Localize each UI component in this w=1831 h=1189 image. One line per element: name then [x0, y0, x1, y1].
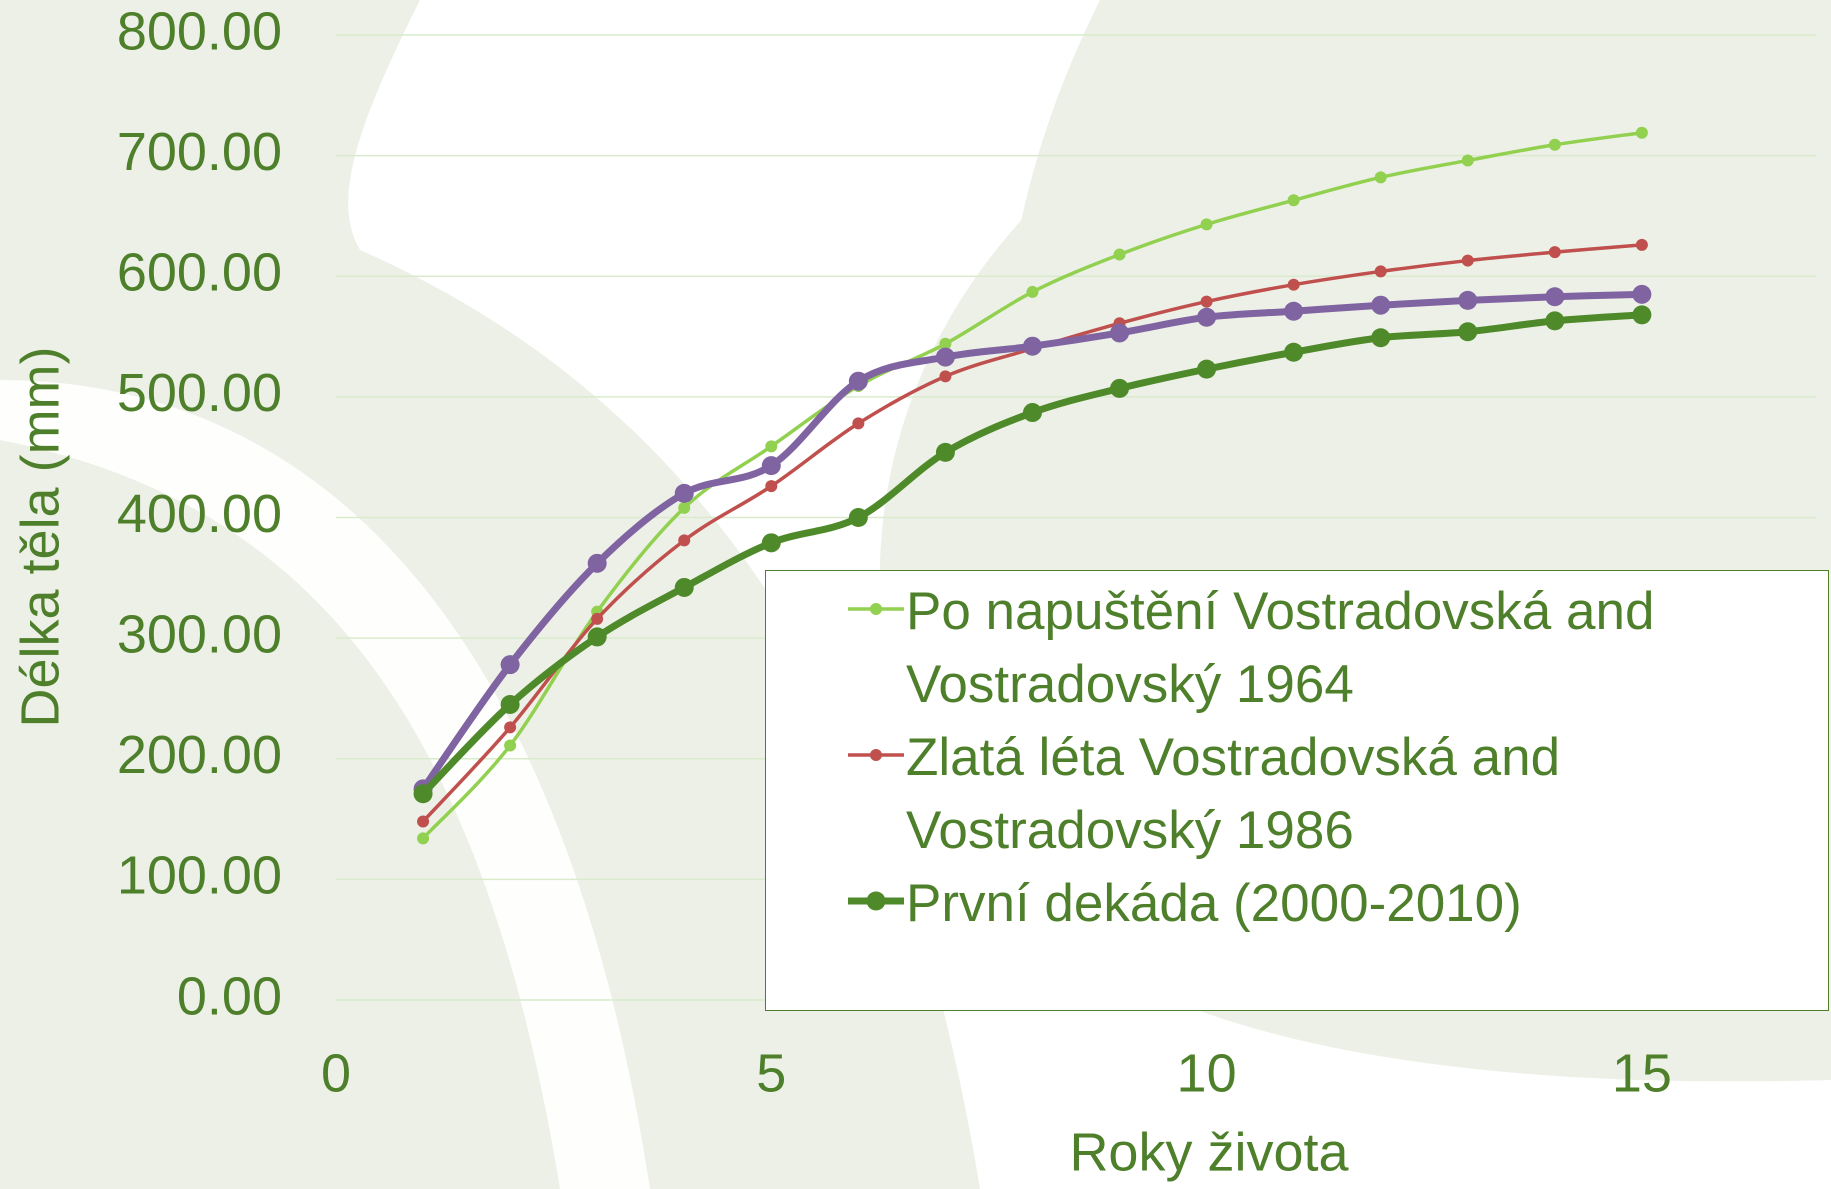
data-point [1635, 126, 1648, 139]
data-point [591, 612, 604, 625]
data-point [1374, 171, 1387, 184]
data-point [678, 534, 691, 547]
data-point [1635, 238, 1648, 251]
data-point [761, 456, 781, 476]
data-point [500, 655, 520, 675]
legend-label: Po napuštění Vostradovská and Vostradovs… [906, 582, 1655, 714]
legend-label: První dekáda (2000-2010) [906, 874, 1522, 933]
data-point [417, 832, 430, 845]
legend-entry: První dekáda (2000-2010) [846, 867, 1828, 940]
data-point [1458, 290, 1478, 310]
data-point [1200, 218, 1213, 231]
data-point [1545, 287, 1565, 307]
legend-entry: Zlatá léta Vostradovská and Vostradovský… [846, 721, 1828, 867]
data-point [1461, 254, 1474, 267]
legend-marker [848, 749, 904, 761]
y-tick-label: 800.00 [117, 1, 282, 61]
data-point [1197, 359, 1217, 379]
legend-dot [870, 749, 882, 761]
data-point [935, 347, 955, 367]
y-tick-label: 200.00 [117, 725, 282, 785]
legend-label: Zlatá léta Vostradovská and Vostradovský… [906, 728, 1561, 860]
bg-shape [1003, 0, 1831, 560]
data-point [765, 480, 778, 493]
data-point [1197, 307, 1217, 327]
data-point [939, 370, 952, 383]
y-tick-label: 400.00 [117, 484, 282, 544]
data-point [1371, 295, 1391, 315]
data-point [1371, 328, 1391, 348]
data-point [1200, 295, 1213, 308]
data-point [504, 739, 517, 752]
data-point [935, 442, 955, 462]
y-tick-label: 600.00 [117, 243, 282, 303]
legend-dot [870, 603, 882, 615]
data-point [678, 501, 691, 514]
data-point [587, 627, 607, 647]
x-tick-label: 5 [756, 1043, 786, 1103]
data-point [1026, 285, 1039, 298]
data-point [1284, 301, 1304, 321]
x-tick-label: 10 [1177, 1043, 1237, 1103]
data-point [1113, 248, 1126, 261]
legend-dot [866, 891, 886, 911]
x-tick-label: 0 [321, 1043, 351, 1103]
legend-marker [848, 603, 904, 615]
data-point [1110, 323, 1130, 343]
data-point [674, 483, 694, 503]
legend: Po napuštění Vostradovská and Vostradovs… [765, 570, 1829, 1011]
y-tick-label: 700.00 [117, 122, 282, 182]
data-point [1110, 378, 1130, 398]
data-point [1545, 311, 1565, 331]
y-tick-label: 500.00 [117, 363, 282, 423]
legend-marker [848, 891, 904, 911]
legend-entry: Po napuštění Vostradovská and Vostradovs… [846, 575, 1828, 721]
y-axis-title: Délka těla (mm) [10, 346, 70, 727]
data-point [587, 553, 607, 573]
data-point [852, 417, 865, 430]
data-point [1022, 403, 1042, 423]
y-tick-label: 0.00 [177, 966, 282, 1026]
data-point [1548, 138, 1561, 151]
data-point [1548, 246, 1561, 259]
y-tick-label: 100.00 [117, 846, 282, 906]
x-tick-label: 15 [1612, 1043, 1672, 1103]
data-point [500, 694, 520, 714]
bg-shape [0, 440, 560, 1189]
data-point [1461, 154, 1474, 167]
bg-shape [348, 0, 1831, 1189]
data-point [674, 577, 694, 597]
y-tick-label: 300.00 [117, 604, 282, 664]
data-point [1022, 336, 1042, 356]
data-point [1374, 265, 1387, 278]
data-point [1287, 194, 1300, 207]
data-point [1632, 305, 1652, 325]
data-point [939, 337, 952, 350]
data-point [504, 721, 517, 734]
data-point [1458, 322, 1478, 342]
data-point [1284, 342, 1304, 362]
data-point [848, 508, 868, 527]
data-point [417, 815, 430, 828]
x-axis-title: Roky života [1069, 1122, 1349, 1182]
data-point [1287, 278, 1300, 291]
data-point [848, 371, 868, 391]
data-point [765, 440, 778, 453]
data-point [413, 784, 433, 804]
data-point [1632, 284, 1652, 304]
data-point [761, 533, 781, 553]
